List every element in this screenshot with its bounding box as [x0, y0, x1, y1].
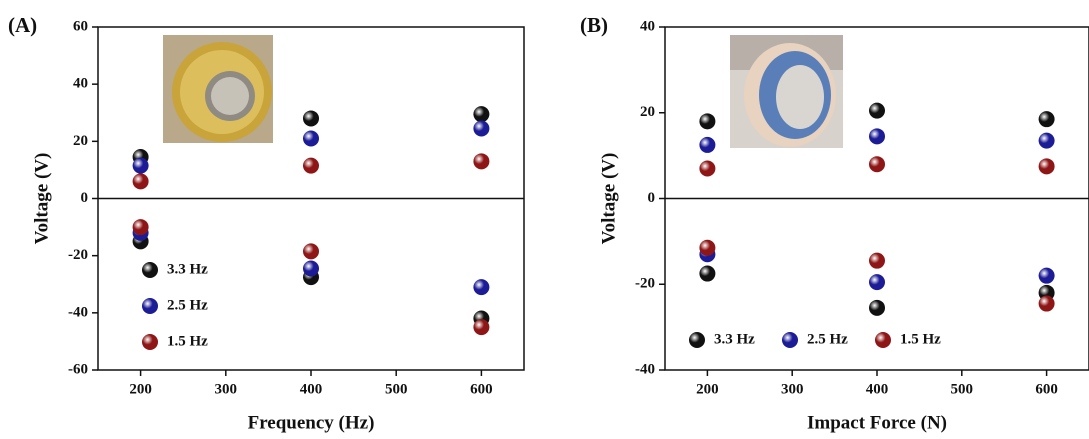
data-point [1038, 158, 1055, 175]
data-point [699, 160, 716, 177]
legend-label: 2.5 Hz [167, 297, 208, 313]
legend-label: 1.5 Hz [167, 333, 208, 349]
data-point [1038, 132, 1055, 149]
x-tick-label: 400 [866, 381, 889, 397]
x-tick-label: 400 [300, 381, 323, 397]
x-tick-label: 500 [951, 381, 974, 397]
tape-photo [730, 35, 843, 148]
data-point [699, 239, 716, 256]
x-tick-label: 500 [385, 381, 408, 397]
legend-marker [875, 332, 891, 348]
data-point [303, 110, 319, 127]
data-point [303, 260, 319, 277]
y-tick-label: 60 [73, 18, 88, 34]
data-point [869, 102, 885, 119]
data-point [699, 136, 716, 153]
y-tick-label: 40 [73, 76, 88, 92]
panel-label: (B) [580, 13, 608, 37]
x-tick-label: 200 [696, 381, 719, 397]
data-point [1038, 295, 1055, 312]
data-point [869, 252, 885, 269]
data-point [473, 106, 490, 123]
data-point [132, 219, 149, 236]
legend-label: 1.5 Hz [900, 331, 941, 347]
legend-marker [142, 334, 158, 350]
legend-label: 3.3 Hz [714, 331, 755, 347]
y-axis-label: Voltage (V) [31, 153, 52, 245]
x-tick-label: 600 [1035, 381, 1058, 397]
data-point [132, 157, 149, 174]
x-tick-label: 300 [781, 381, 804, 397]
legend-marker [782, 332, 798, 348]
y-tick-label: -40 [635, 361, 655, 377]
tape-photo [163, 35, 273, 143]
data-point [303, 157, 319, 174]
data-point [869, 299, 885, 316]
y-tick-label: -60 [68, 361, 88, 377]
x-tick-label: 300 [215, 381, 238, 397]
y-tick-label: -20 [635, 276, 655, 292]
data-point [1038, 111, 1055, 128]
x-tick-label: 200 [129, 381, 152, 397]
y-tick-label: 0 [648, 190, 656, 206]
x-axis-label: Frequency (Hz) [248, 412, 375, 433]
data-point [869, 274, 885, 291]
legend-label: 3.3 Hz [167, 261, 208, 277]
y-tick-label: 20 [640, 104, 655, 120]
y-tick-label: 20 [73, 133, 88, 149]
y-tick-label: -40 [68, 304, 88, 320]
legend-marker [142, 262, 158, 278]
x-tick-label: 600 [470, 381, 493, 397]
y-tick-label: -20 [68, 247, 88, 263]
legend-label: 2.5 Hz [807, 331, 848, 347]
y-tick-label: 40 [640, 18, 655, 34]
data-point [473, 319, 490, 336]
x-axis-label: Impact Force (N) [807, 412, 947, 433]
data-point [699, 265, 716, 282]
y-axis-label: Voltage (V) [598, 153, 619, 245]
data-point [473, 153, 490, 170]
data-point [132, 173, 149, 190]
y-tick-label: 0 [81, 190, 89, 206]
panel-label: (A) [8, 13, 37, 37]
data-point [303, 243, 319, 260]
legend-marker [689, 332, 705, 348]
data-point [473, 120, 490, 137]
data-point [869, 128, 885, 145]
data-point [869, 156, 885, 173]
data-point [1038, 267, 1055, 284]
data-point [473, 279, 490, 296]
data-point [699, 113, 716, 130]
legend-marker [142, 298, 158, 314]
data-point [303, 130, 319, 147]
